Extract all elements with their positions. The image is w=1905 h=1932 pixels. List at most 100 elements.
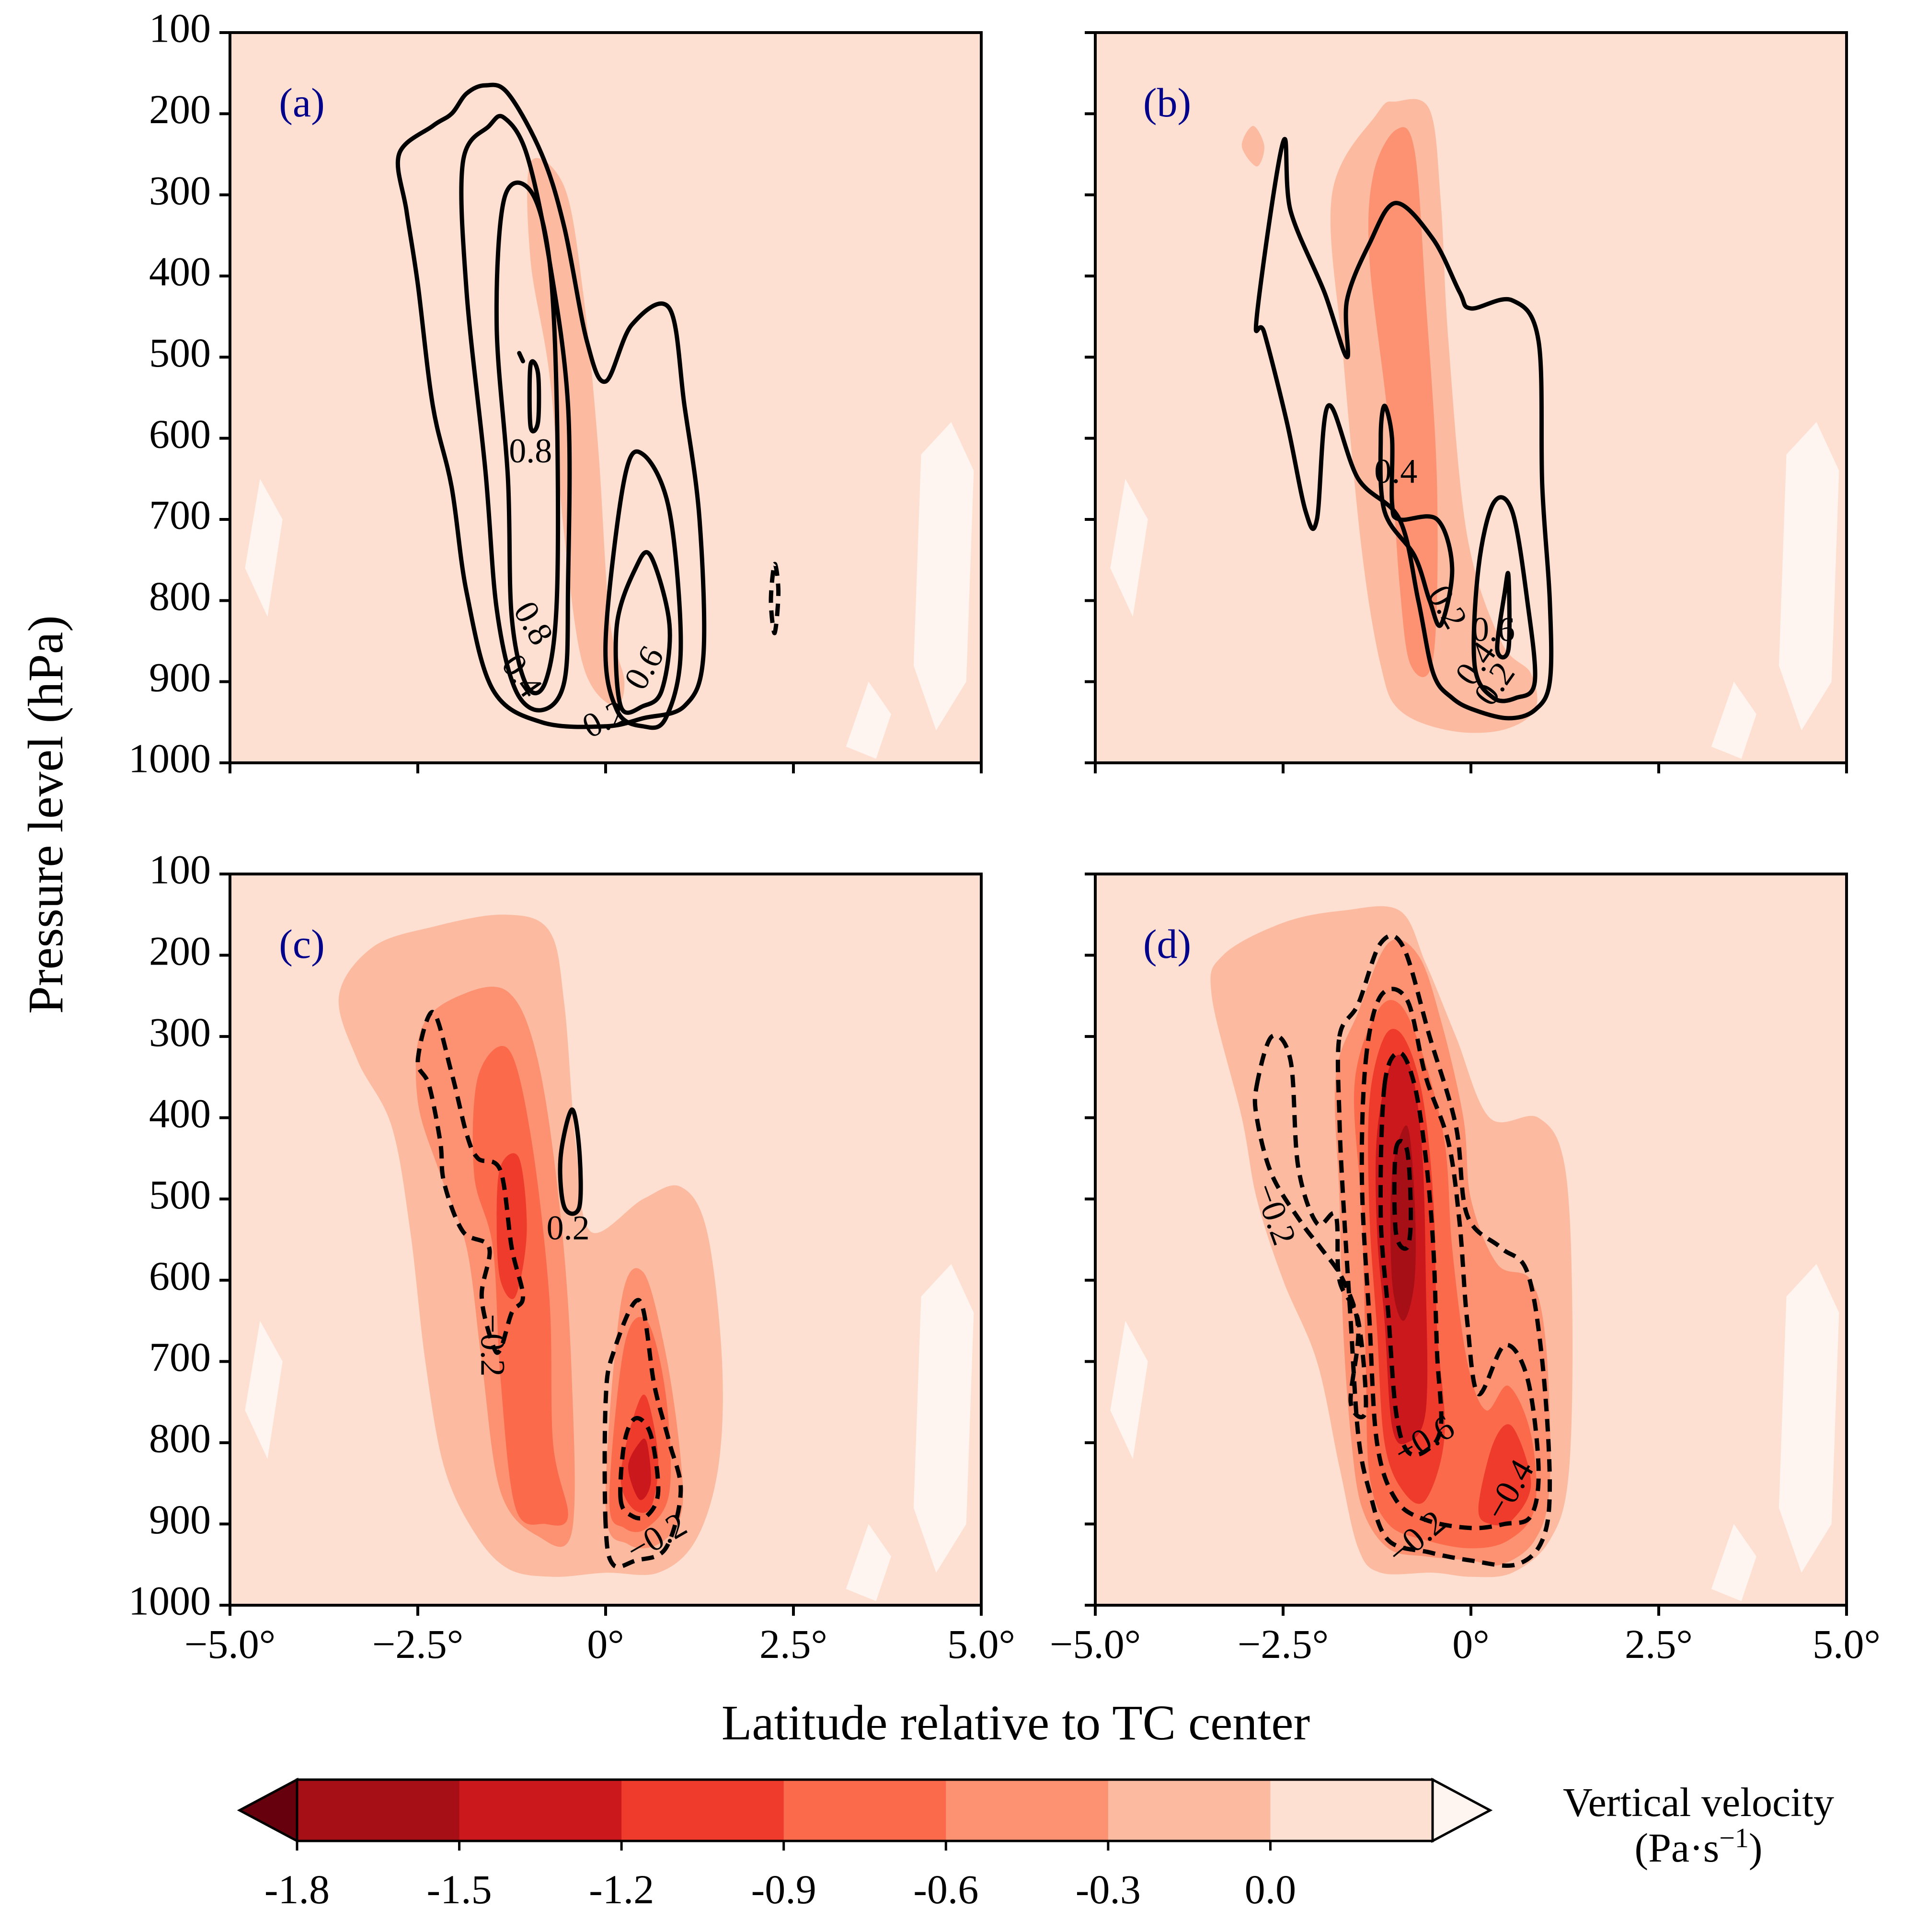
colorbar: -1.8 -1.5 -1.2 -0.9 -0.6 -0.3 0.0 [237,1777,1493,1912]
colorbar-units-exponent: −1 [1719,1822,1749,1853]
contour-label: 0.8 [509,432,552,470]
colorbar-tick-label: 0.0 [1245,1866,1297,1912]
shading-light-patch [846,1524,891,1601]
panel-d: −0.2−0.6−0.4−0.2(d) −5.0° −2.5° 0° 2.5° 5.0° [1050,873,1881,1667]
contour-label: 0.2 [547,1209,590,1247]
colorbar-tick-label: -0.6 [913,1866,978,1912]
shading-level-m0p3 [1241,126,1264,167]
contour-0p2 [558,1107,583,1216]
panel-label: (c) [279,921,324,967]
colorbar-tick-label: -1.8 [264,1866,330,1912]
colorbar-frame [296,1778,1434,1842]
colorbar-segment [1108,1780,1271,1841]
colorbar-tick-label: -0.9 [751,1866,816,1912]
shading-level-m1p5 [628,1438,651,1500]
contour-0p4 [459,114,572,713]
shading-light-patch [1110,1321,1148,1459]
colorbar-units-close: ) [1749,1825,1763,1871]
y-tick-label: 100 [149,5,211,51]
y-tick-label: 800 [149,1415,211,1461]
y-tick-label: 500 [149,330,211,376]
y-tick-label: 400 [149,249,211,295]
colorbar-title: Vertical velocity [1563,1779,1834,1825]
colorbar-segment [1270,1780,1433,1841]
y-tick-label: 100 [149,847,211,893]
shading-level-m0p6 [1368,127,1438,678]
plot-area: −0.2−0.6−0.4−0.2 [1095,874,1847,1605]
contour-0p2 [1253,137,1554,721]
x-tick-label: 5.0° [1813,1621,1881,1667]
colorbar-segment [459,1780,622,1841]
contour-0p4 [1378,403,1455,628]
colorbar-tick-label: -1.2 [589,1866,654,1912]
x-tick-label: −2.5° [372,1621,463,1667]
panel-c: 0.2−0.2−0.2(c)10020030040050060070080090… [128,847,1015,1667]
shading-light-patch [245,1321,283,1459]
y-tick-label: 400 [149,1090,211,1136]
y-tick-label: 900 [149,1496,211,1542]
contour-m0p2 [769,562,781,635]
contour-label: 0.6 [1472,610,1515,649]
panel-label: (d) [1143,921,1191,967]
colorbar-segment [783,1780,947,1841]
contour-m0p6 [1378,1050,1444,1457]
shading-light-patch [913,422,974,731]
y-axis-title: Pressure level (hPa) [18,615,73,1014]
x-tick-label: 2.5° [1625,1621,1693,1667]
shading-light-patch [1711,1524,1756,1601]
y-tick-label: 700 [149,492,211,538]
colorbar-extend-low [237,1777,298,1843]
shading-light-patch [245,479,283,617]
y-tick-label: 600 [149,411,211,457]
panel-b: 0.40.20.60.40.2(b) [1085,31,1848,773]
y-tick-label: 1000 [128,1578,211,1624]
x-tick-label: 2.5° [759,1621,827,1667]
shading-level-m1p2 [1478,1424,1531,1526]
colorbar-extend-high [1431,1777,1493,1843]
colorbar-segment [946,1780,1109,1841]
y-tick-label: 800 [149,573,211,619]
shading-light-patch [1779,1264,1839,1573]
y-tick-label: 900 [149,654,211,700]
contour-m0p2 [602,1298,683,1569]
panel-label: (b) [1143,80,1191,126]
contour-label: 0.4 [1374,452,1417,490]
contour-0p4 [603,449,683,730]
shading-light-patch [1779,422,1839,731]
shading-light-patch [846,681,891,759]
contour-0p8 [527,359,541,434]
shading-light-patch [913,1264,974,1573]
y-tick-label: 300 [149,167,211,213]
plot-area: 0.80.80.4 0.60.2 [230,33,981,763]
x-tick-label: −2.5° [1238,1621,1329,1667]
contour-m0p2 [1252,1033,1368,1419]
contour-m0p2 [415,1010,525,1355]
y-tick-label: 200 [149,928,211,974]
contour-label: −0.2 [473,1314,512,1377]
panel-label: (a) [279,80,324,126]
y-tick-label: 600 [149,1253,211,1299]
contour-0p6 [613,550,672,715]
contour-m0p2 [1335,933,1552,1568]
x-tick-label: −5.0° [1050,1621,1141,1667]
plot-area: 0.40.20.60.40.2 [1095,33,1847,763]
contour-0p4 [1471,495,1538,703]
y-tick-label: 1000 [128,736,211,782]
contour-0p2 [395,82,707,729]
panel-a: 0.80.80.4 0.60.2(a) 100 200 300 400 500 600 700 8… [128,5,983,782]
x-tick-label: 0° [1452,1621,1489,1667]
colorbar-units: (Pa·s−1) [1634,1822,1762,1871]
contour-m0p8 [1392,1138,1413,1251]
panels-group: 0.80.80.4 0.60.2(a) 100 200 300 400 500 600 700 8… [128,5,1881,1667]
colorbar-units-base: (Pa·s [1634,1825,1719,1871]
contour-m0p2 [618,1416,661,1521]
plot-area: 0.2−0.2−0.2 [230,874,981,1605]
x-tick-label: −5.0° [184,1621,275,1667]
contour-0p6 [1495,571,1512,660]
y-tick-label: 200 [149,86,211,132]
colorbar-tick-label: -0.3 [1076,1866,1141,1912]
contour-m0p4 [1359,987,1541,1530]
x-tick-label: 5.0° [947,1621,1015,1667]
colorbar-tick-label: -1.5 [427,1866,492,1912]
